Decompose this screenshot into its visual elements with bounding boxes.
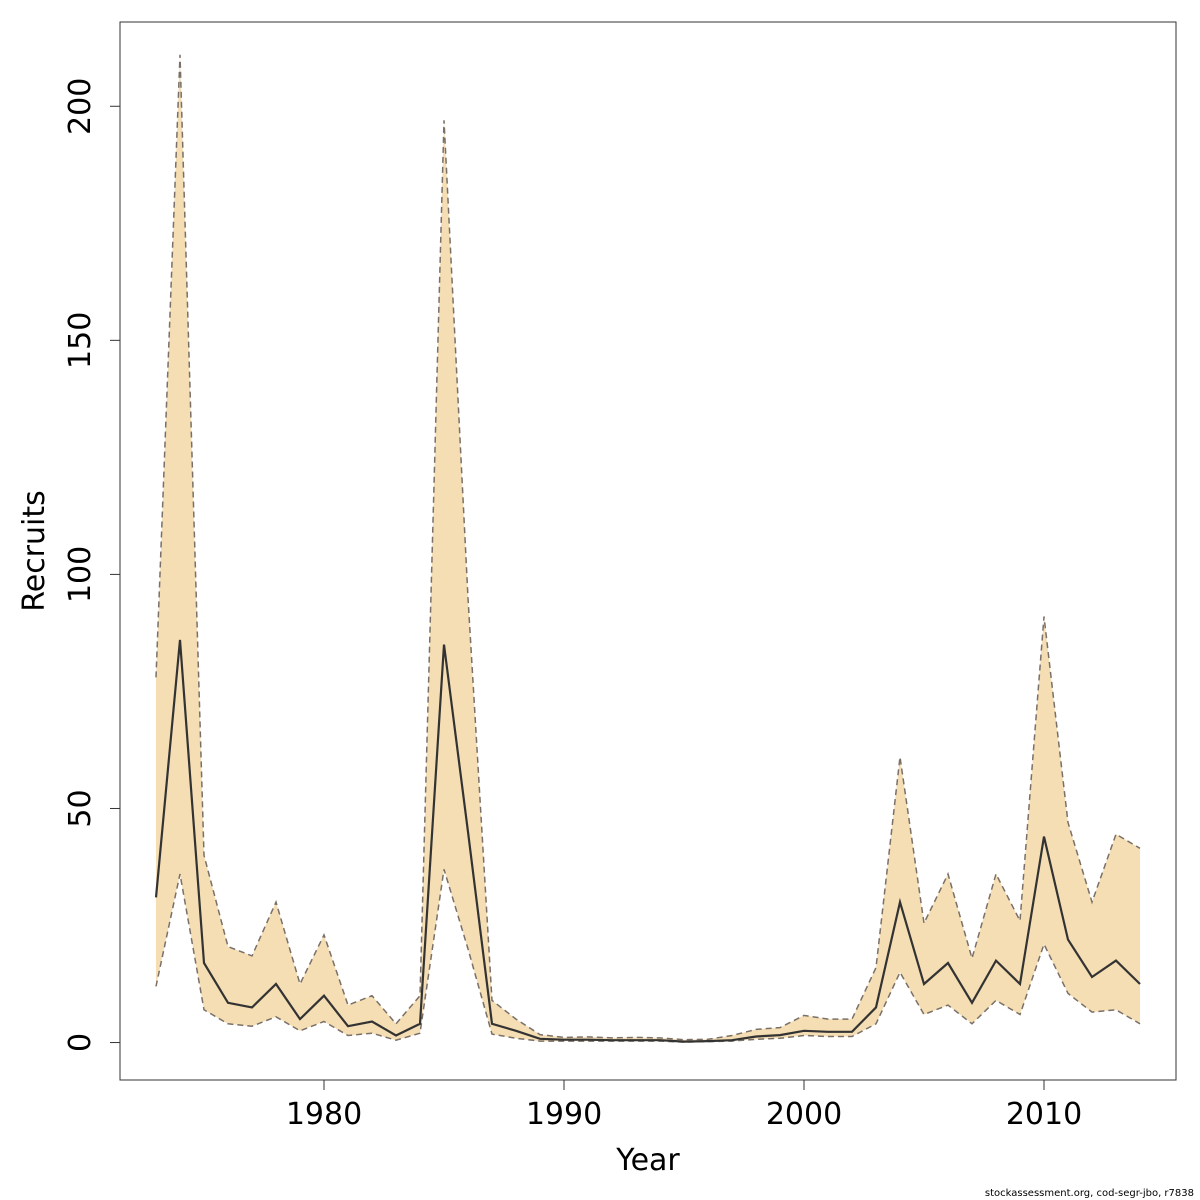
- x-axis-title: Year: [615, 1143, 680, 1178]
- y-tick-label: 0: [63, 1033, 98, 1052]
- confidence-band-layer: [156, 54, 1140, 1043]
- upper-bound-line: [155, 54, 1141, 1041]
- x-tick-label: 2010: [1006, 1097, 1082, 1132]
- y-tick-label: 100: [63, 546, 98, 603]
- x-tick-label: 2000: [766, 1097, 842, 1132]
- x-tick-label: 1980: [286, 1097, 362, 1132]
- x-tick-label: 1990: [526, 1097, 602, 1132]
- series-line-layer: [154, 54, 1141, 1043]
- y-tick-label: 50: [63, 789, 98, 827]
- plot-frame: [119, 21, 1177, 1081]
- footer-credit: stockassessment.org, cod-segr-jbo, r7838: [985, 1188, 1194, 1199]
- y-tick-label: 200: [63, 78, 98, 135]
- y-axis: 0 50 100 150 200: [63, 78, 120, 1052]
- recruits-line: [154, 639, 1141, 1043]
- x-axis: 1980 1990 2000 2010: [286, 1080, 1082, 1132]
- confidence-band: [156, 54, 1140, 1043]
- y-tick-label: 150: [63, 312, 98, 369]
- y-axis-title: Recruits: [17, 490, 52, 612]
